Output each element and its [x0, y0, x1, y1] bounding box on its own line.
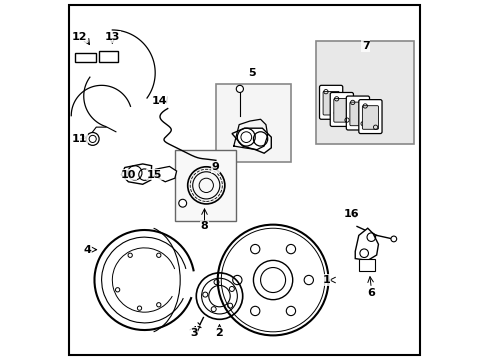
- Text: 9: 9: [211, 162, 219, 172]
- Text: 11: 11: [72, 134, 87, 144]
- Bar: [216, 84, 290, 162]
- Text: 6: 6: [366, 288, 374, 297]
- Text: 15: 15: [146, 170, 162, 180]
- FancyBboxPatch shape: [323, 91, 339, 115]
- Text: 8: 8: [200, 221, 208, 231]
- Polygon shape: [358, 258, 374, 271]
- Bar: [315, 41, 413, 144]
- Polygon shape: [155, 166, 176, 182]
- Text: 3: 3: [189, 328, 197, 338]
- FancyBboxPatch shape: [346, 96, 369, 130]
- Text: 14: 14: [151, 96, 167, 107]
- FancyBboxPatch shape: [358, 100, 381, 134]
- Text: 13: 13: [104, 32, 120, 42]
- Text: 5: 5: [247, 68, 255, 78]
- FancyBboxPatch shape: [349, 102, 365, 126]
- Bar: [175, 150, 235, 221]
- Circle shape: [179, 199, 186, 207]
- Polygon shape: [121, 164, 151, 184]
- Polygon shape: [75, 53, 96, 62]
- FancyBboxPatch shape: [319, 85, 342, 119]
- Text: 7: 7: [361, 41, 369, 51]
- Text: 4: 4: [83, 245, 91, 255]
- Polygon shape: [99, 51, 118, 62]
- Text: 16: 16: [343, 209, 359, 219]
- Text: 2: 2: [215, 328, 223, 338]
- Circle shape: [236, 85, 243, 93]
- FancyBboxPatch shape: [362, 106, 378, 129]
- FancyBboxPatch shape: [333, 99, 349, 122]
- Text: 1: 1: [322, 275, 330, 285]
- Polygon shape: [231, 128, 271, 153]
- Text: 10: 10: [121, 170, 136, 180]
- Text: 12: 12: [72, 32, 87, 42]
- FancyBboxPatch shape: [329, 93, 353, 126]
- Polygon shape: [354, 228, 378, 260]
- Circle shape: [390, 236, 396, 242]
